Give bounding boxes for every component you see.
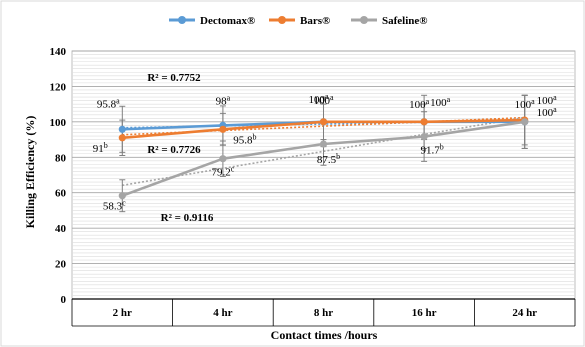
data-point (219, 125, 227, 133)
data-point (219, 155, 227, 163)
y-tick-label: 60 (55, 188, 67, 200)
data-point (118, 125, 126, 133)
data-label: 79.2c (211, 164, 234, 179)
legend-swatch-marker (360, 16, 368, 24)
legend-label: Dectomax® (200, 15, 255, 27)
data-label: 91b (93, 140, 108, 155)
data-label: 95.8a (97, 96, 120, 111)
x-tick-label: 8 hr (314, 307, 333, 319)
data-label: 100a (308, 91, 329, 106)
data-point (420, 118, 428, 126)
data-point (118, 192, 126, 200)
r-squared-label: R² = 0.7752 (147, 72, 201, 84)
data-label: 58.3c (103, 198, 126, 213)
data-point (319, 118, 328, 126)
gridlines (71, 50, 576, 300)
data-label: 100a (409, 96, 430, 111)
legend-label: Safeline® (382, 15, 428, 27)
data-label: 100a (313, 92, 334, 107)
x-axis-title: Contact times /hours (271, 328, 378, 342)
y-tick-label: 20 (55, 259, 67, 271)
data-point (521, 118, 529, 126)
y-tick-label: 80 (55, 152, 67, 164)
data-label: 98a (216, 93, 231, 108)
data-point (420, 132, 428, 141)
r-squared-label: R² = 0.7726 (147, 144, 201, 156)
data-point (319, 140, 328, 148)
y-tick-label: 100 (50, 117, 67, 129)
legend-swatch-marker (178, 16, 186, 24)
legend-swatch-marker (278, 16, 286, 24)
r-squared-label: R² = 0.9116 (161, 212, 214, 224)
series-lines (118, 116, 529, 200)
data-label: 100a (430, 94, 451, 109)
axes: 0 20 40 60 80 100 120 140 2 hr 4 hr 8 hr 16 hr 24 hr (50, 46, 576, 327)
legend-label: Bars® (300, 15, 330, 27)
data-label: 100a (515, 96, 536, 111)
data-label: 95.8b (233, 132, 256, 147)
y-tick-label: 0 (61, 294, 67, 306)
x-tick-label: 4 hr (213, 307, 232, 319)
data-label: 100a (537, 104, 558, 119)
y-axis-title: Killing Efficiency (%) (23, 116, 37, 229)
data-point (118, 134, 126, 142)
data-label: 100a (537, 93, 558, 108)
data-label: 87.5b (317, 152, 340, 167)
y-tick-label: 140 (50, 46, 67, 58)
x-tick-label: 2 hr (113, 307, 132, 319)
y-tick-label: 120 (50, 81, 67, 93)
x-tick-label: 16 hr (412, 307, 437, 319)
data-label: 91.7b (420, 142, 443, 157)
legend: Dectomax® Bars® Safeline® (169, 15, 428, 27)
x-tick-label: 24 hr (512, 307, 537, 319)
y-tick-label: 40 (55, 223, 67, 235)
